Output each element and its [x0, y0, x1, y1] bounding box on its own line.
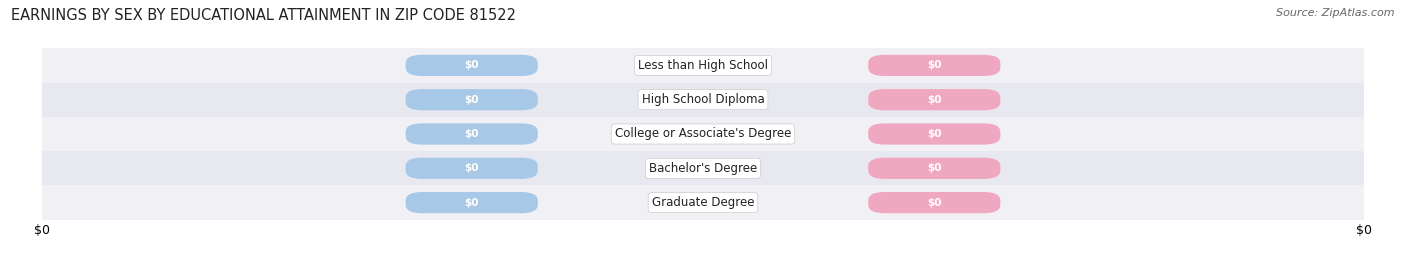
Text: $0: $0 [927, 163, 942, 173]
Text: $0: $0 [464, 95, 479, 105]
Bar [42, 185, 1364, 220]
Bar [42, 48, 1364, 83]
FancyBboxPatch shape [405, 55, 537, 76]
FancyBboxPatch shape [868, 55, 1001, 76]
Text: Less than High School: Less than High School [638, 59, 768, 72]
Text: $0: $0 [464, 60, 479, 70]
Text: $0: $0 [464, 163, 479, 173]
FancyBboxPatch shape [405, 158, 537, 179]
FancyBboxPatch shape [868, 89, 1001, 110]
Text: Source: ZipAtlas.com: Source: ZipAtlas.com [1277, 8, 1395, 18]
Text: $0: $0 [927, 198, 942, 208]
Text: EARNINGS BY SEX BY EDUCATIONAL ATTAINMENT IN ZIP CODE 81522: EARNINGS BY SEX BY EDUCATIONAL ATTAINMEN… [11, 8, 516, 23]
FancyBboxPatch shape [405, 192, 537, 213]
Text: $0: $0 [927, 129, 942, 139]
Text: $0: $0 [464, 198, 479, 208]
FancyBboxPatch shape [868, 123, 1001, 145]
Bar [42, 151, 1364, 185]
Text: $0: $0 [927, 60, 942, 70]
Bar [42, 117, 1364, 151]
FancyBboxPatch shape [868, 158, 1001, 179]
Text: College or Associate's Degree: College or Associate's Degree [614, 128, 792, 140]
Text: $0: $0 [464, 129, 479, 139]
FancyBboxPatch shape [405, 89, 537, 110]
FancyBboxPatch shape [405, 123, 537, 145]
FancyBboxPatch shape [868, 192, 1001, 213]
Bar [42, 83, 1364, 117]
Text: Graduate Degree: Graduate Degree [652, 196, 754, 209]
Text: $0: $0 [927, 95, 942, 105]
Text: High School Diploma: High School Diploma [641, 93, 765, 106]
Text: Bachelor's Degree: Bachelor's Degree [650, 162, 756, 175]
